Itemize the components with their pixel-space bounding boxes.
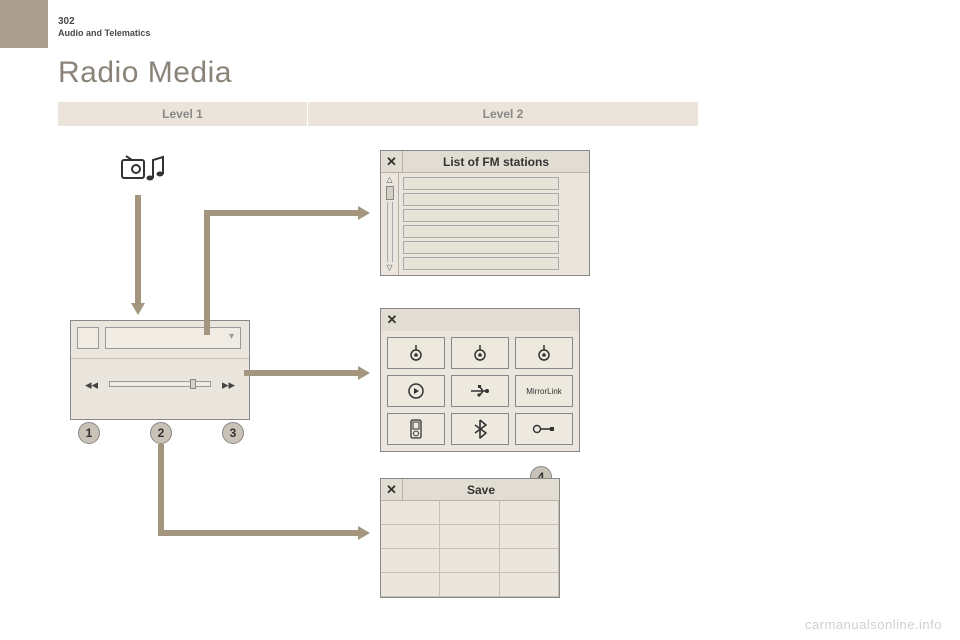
source-panel: ✕ MirrorLink — [380, 308, 580, 452]
step-1-badge: 1 — [78, 422, 100, 444]
corner-box — [0, 0, 48, 48]
prev-track-icon[interactable]: ◂◂ — [85, 377, 98, 393]
fm-scrollbar[interactable]: △ ▽ — [381, 173, 399, 275]
scroll-thumb[interactable] — [386, 186, 394, 200]
source-ipod[interactable] — [387, 413, 445, 445]
preset-slot[interactable] — [381, 549, 440, 573]
page-title: Radio Media — [58, 56, 232, 90]
list-item[interactable] — [403, 257, 559, 270]
save-panel: ✕ Save — [380, 478, 560, 598]
preset-slot[interactable] — [500, 549, 559, 573]
close-icon[interactable]: ✕ — [381, 309, 403, 331]
watermark: carmanualsonline.info — [805, 617, 942, 632]
source-mirrorlink[interactable]: MirrorLink — [515, 375, 573, 407]
mirrorlink-label: MirrorLink — [526, 387, 562, 396]
aux-jack-icon — [532, 423, 556, 435]
source-panel-header: ✕ — [381, 309, 579, 331]
step-3-badge: 3 — [222, 422, 244, 444]
radio-antenna-icon — [471, 344, 489, 362]
arrow-to-fm-h — [204, 210, 360, 216]
scroll-up-icon[interactable]: △ — [386, 175, 392, 185]
radio-top-row — [71, 321, 249, 359]
close-icon[interactable]: ✕ — [381, 479, 403, 501]
arrowhead-save-icon — [358, 526, 370, 540]
preset-slot[interactable] — [440, 525, 499, 549]
list-item[interactable] — [403, 209, 559, 222]
save-grid — [381, 501, 559, 597]
source-aux[interactable] — [515, 413, 573, 445]
close-icon[interactable]: ✕ — [381, 151, 403, 173]
preset-slot[interactable] — [440, 573, 499, 597]
preset-slot[interactable] — [381, 573, 440, 597]
disc-play-icon — [407, 382, 425, 400]
section-label: Audio and Telematics — [58, 28, 150, 38]
source-bluetooth[interactable] — [451, 413, 509, 445]
radio-controls: ◂◂ ▸▸ — [71, 359, 249, 417]
scroll-down-icon[interactable]: ▽ — [386, 263, 392, 273]
preset-slot[interactable] — [500, 573, 559, 597]
track-handle[interactable] — [190, 379, 196, 389]
preset-slot[interactable] — [440, 501, 499, 525]
radio-art-box[interactable] — [77, 327, 99, 349]
preset-slot[interactable] — [440, 549, 499, 573]
arrowhead-down-icon — [131, 303, 145, 315]
preset-slot[interactable] — [500, 501, 559, 525]
source-cd[interactable] — [387, 375, 445, 407]
list-item[interactable] — [403, 193, 559, 206]
fm-panel-header: ✕ List of FM stations — [381, 151, 589, 173]
arrowhead-fm-icon — [358, 206, 370, 220]
fm-stations-panel: ✕ List of FM stations △ ▽ — [380, 150, 590, 276]
scroll-track — [387, 202, 393, 262]
next-track-icon[interactable]: ▸▸ — [222, 377, 235, 393]
radio-antenna-icon — [407, 344, 425, 362]
level-bar: Level 1 Level 2 — [58, 102, 698, 126]
list-item[interactable] — [403, 177, 559, 190]
ipod-icon — [409, 419, 423, 439]
arrow-to-save-v — [158, 444, 164, 530]
radio-panel: ◂◂ ▸▸ — [70, 320, 250, 420]
arrow-to-fm-v — [204, 210, 210, 335]
preset-slot[interactable] — [500, 525, 559, 549]
source-grid: MirrorLink — [381, 331, 579, 451]
fm-body: △ ▽ — [381, 173, 589, 275]
radio-music-icon — [120, 150, 166, 195]
save-panel-title: Save — [403, 483, 559, 497]
step-2-badge: 2 — [150, 422, 172, 444]
radio-antenna-icon — [535, 344, 553, 362]
arrow-icon-to-radio — [135, 195, 141, 305]
source-radio-1[interactable] — [387, 337, 445, 369]
radio-station-display[interactable] — [105, 327, 241, 349]
source-radio-3[interactable] — [515, 337, 573, 369]
arrow-to-src — [244, 370, 360, 376]
bluetooth-icon — [473, 419, 487, 439]
preset-slot[interactable] — [381, 501, 440, 525]
level-2-header: Level 2 — [308, 102, 698, 126]
source-usb[interactable] — [451, 375, 509, 407]
level-1-header: Level 1 — [58, 102, 308, 126]
track-progress[interactable] — [109, 381, 211, 387]
usb-icon — [469, 384, 491, 398]
fm-panel-title: List of FM stations — [403, 155, 589, 169]
preset-slot[interactable] — [381, 525, 440, 549]
source-radio-2[interactable] — [451, 337, 509, 369]
list-item[interactable] — [403, 241, 559, 254]
arrowhead-src-icon — [358, 366, 370, 380]
fm-station-list — [399, 173, 589, 275]
list-item[interactable] — [403, 225, 559, 238]
page-number: 302 — [58, 16, 75, 27]
save-panel-header: ✕ Save — [381, 479, 559, 501]
arrow-to-save-h — [158, 530, 360, 536]
